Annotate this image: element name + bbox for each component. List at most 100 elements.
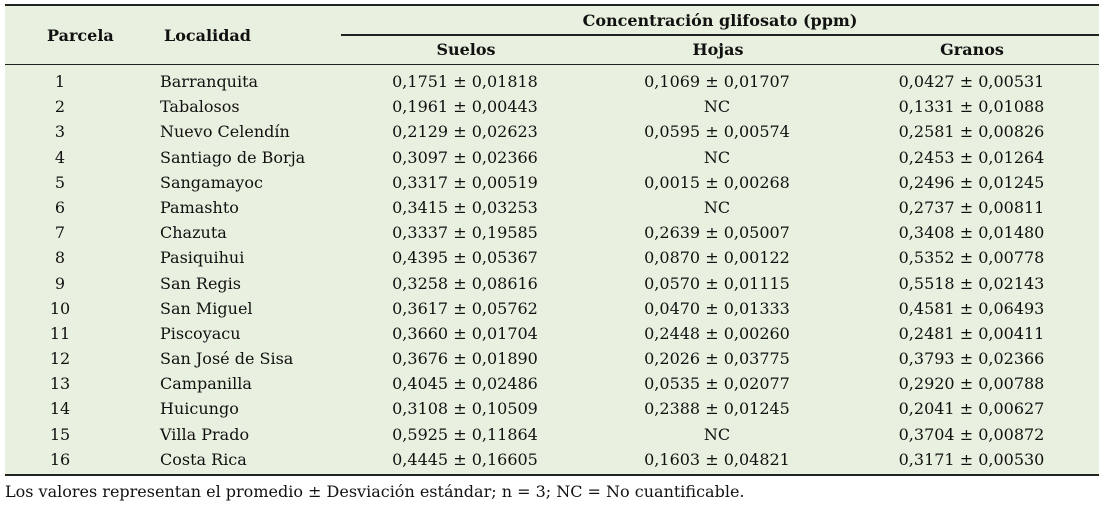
cell-parcela: 3	[54, 122, 66, 142]
cell-hojas: 0,0470 ± 0,01333	[644, 298, 790, 318]
cell-parcela: 5	[54, 172, 66, 192]
cell-suelos: 0,1751 ± 0,01818	[392, 72, 538, 91]
table-row: 4 Santiago de Borja 0,3097 ± 0,02366 NC 0,24…	[5, 145, 1099, 170]
cell-localidad: Tabalosos	[160, 97, 240, 117]
cell-hojas: 0,2388 ± 0,01245	[644, 399, 790, 419]
cell-localidad: Nuevo Celendín	[160, 122, 290, 142]
cell-localidad: San José de Sisa	[160, 349, 294, 369]
cell-suelos: 0,3660 ± 0,01704	[392, 323, 538, 343]
table-row: 2 Tabalosos 0,1961 ± 0,00443 NC 0,1331 ± 0,0…	[5, 94, 1099, 119]
cell-localidad: Sangamayoc	[160, 172, 263, 192]
cell-parcela: 8	[54, 248, 66, 268]
cell-parcela: 4	[54, 147, 66, 167]
cell-parcela: 14	[49, 399, 71, 419]
cell-hojas: NC	[703, 147, 731, 167]
cell-localidad: Barranquita	[160, 72, 259, 91]
cell-granos: 0,3793 ± 0,02366	[898, 349, 1045, 369]
cell-localidad: Piscoyacu	[160, 323, 241, 343]
cell-localidad: Santiago de Borja	[160, 147, 306, 167]
header-granos: Granos	[940, 40, 1004, 59]
table-row: 9 San Regis 0,3258 ± 0,08616 0,0570 ± 0,011…	[5, 271, 1099, 296]
cell-suelos: 0,3258 ± 0,08616	[392, 273, 538, 293]
cell-parcela: 9	[54, 273, 66, 293]
cell-suelos: 0,4045 ± 0,02486	[392, 374, 538, 394]
cell-localidad: Huicungo	[160, 399, 239, 419]
cell-parcela: 6	[54, 197, 66, 217]
cell-localidad: Campanilla	[160, 374, 252, 394]
cell-granos: 0,1331 ± 0,01088	[898, 97, 1045, 117]
cell-suelos: 0,3337 ± 0,19585	[392, 223, 538, 243]
cell-localidad: San Miguel	[160, 298, 253, 318]
table-row: 16 Costa Rica 0,4445 ± 0,16605 0,1603 ± 0,0…	[5, 447, 1099, 472]
table-row: 11 Piscoyacu 0,3660 ± 0,01704 0,2448 ± 0,00…	[5, 321, 1099, 346]
cell-hojas: 0,0870 ± 0,00122	[644, 248, 790, 268]
table-footnote: Los valores representan el promedio ± De…	[5, 482, 745, 501]
cell-hojas: 0,2639 ± 0,05007	[644, 223, 790, 243]
table-row: 10 San Miguel 0,3617 ± 0,05762 0,0470 ± 0,0…	[5, 296, 1099, 321]
cell-granos: 0,2453 ± 0,01264	[898, 147, 1045, 167]
header-concentration-group: Concentración glifosato (ppm)	[582, 11, 858, 30]
cell-suelos: 0,3617 ± 0,05762	[392, 298, 538, 318]
cell-localidad: Pasiquihui	[160, 248, 245, 268]
cell-hojas: 0,1603 ± 0,04821	[644, 449, 790, 469]
cell-granos: 0,3408 ± 0,01480	[898, 223, 1045, 243]
cell-parcela: 7	[54, 223, 66, 243]
cell-hojas: 0,0570 ± 0,01115	[644, 273, 790, 293]
cell-parcela: 13	[49, 374, 71, 394]
cell-suelos: 0,3097 ± 0,02366	[392, 147, 538, 167]
table-row: 13 Campanilla 0,4045 ± 0,02486 0,0535 ± 0,0…	[5, 371, 1099, 396]
cell-hojas: 0,2448 ± 0,00260	[644, 323, 790, 343]
cell-hojas: NC	[703, 197, 731, 217]
cell-parcela: 10	[49, 298, 71, 318]
cell-granos: 0,2581 ± 0,00826	[898, 122, 1045, 142]
cell-hojas: 0,1069 ± 0,01707	[644, 72, 790, 91]
cell-suelos: 0,3317 ± 0,00519	[392, 172, 538, 192]
header-hojas: Hojas	[692, 40, 744, 59]
cell-granos: 0,2041 ± 0,00627	[898, 399, 1045, 419]
header-group-rule	[341, 34, 1099, 36]
cell-parcela: 15	[49, 424, 71, 444]
table-row: 15 Villa Prado 0,5925 ± 0,11864 NC 0,3704 ± …	[5, 422, 1099, 447]
cell-suelos: 0,3108 ± 0,10509	[392, 399, 538, 419]
cell-suelos: 0,5925 ± 0,11864	[392, 424, 538, 444]
cell-parcela: 16	[49, 449, 71, 469]
table-row: 1 Barranquita 0,1751 ± 0,01818 0,1069 ± 0,0…	[5, 69, 1099, 94]
glyphosate-table: Parcela Localidad Concentración glifosat…	[5, 4, 1099, 476]
header-suelos: Suelos	[436, 40, 496, 59]
cell-parcela: 1	[54, 72, 66, 91]
glyphosate-table-figure: Parcela Localidad Concentración glifosat…	[5, 4, 1099, 501]
cell-localidad: Costa Rica	[160, 449, 247, 469]
cell-localidad: Villa Prado	[160, 424, 250, 444]
cell-localidad: Chazuta	[160, 223, 227, 243]
cell-parcela: 2	[54, 97, 66, 117]
cell-hojas: 0,0535 ± 0,02077	[644, 374, 790, 394]
cell-granos: 0,2737 ± 0,00811	[898, 197, 1045, 217]
table-row: 12 San José de Sisa 0,3676 ± 0,01890 0,2026…	[5, 346, 1099, 371]
cell-hojas: 0,0015 ± 0,00268	[644, 172, 790, 192]
cell-localidad: Pamashto	[160, 197, 239, 217]
cell-suelos: 0,3676 ± 0,01890	[392, 349, 538, 369]
table-header: Parcela Localidad Concentración glifosat…	[5, 6, 1099, 64]
cell-hojas: NC	[703, 424, 731, 444]
cell-hojas: 0,0595 ± 0,00574	[644, 122, 790, 142]
table-row: 8 Pasiquihui 0,4395 ± 0,05367 0,0870 ± 0,00…	[5, 245, 1099, 270]
cell-hojas: 0,2026 ± 0,03775	[644, 349, 790, 369]
cell-granos: 0,2481 ± 0,00411	[898, 323, 1045, 343]
cell-granos: 0,0427 ± 0,00531	[898, 72, 1045, 91]
cell-suelos: 0,3415 ± 0,03253	[392, 197, 538, 217]
cell-granos: 0,2920 ± 0,00788	[898, 374, 1045, 394]
cell-localidad: San Regis	[160, 273, 241, 293]
cell-parcela: 11	[49, 323, 71, 343]
table-row: 3 Nuevo Celendín 0,2129 ± 0,02623 0,0595 ± …	[5, 119, 1099, 144]
header-localidad: Localidad	[164, 26, 251, 45]
table-row: 5 Sangamayoc 0,3317 ± 0,00519 0,0015 ± 0,00…	[5, 170, 1099, 195]
cell-granos: 0,3171 ± 0,00530	[898, 449, 1045, 469]
header-parcela: Parcela	[47, 26, 114, 45]
cell-granos: 0,5352 ± 0,00778	[898, 248, 1045, 268]
cell-suelos: 0,4395 ± 0,05367	[392, 248, 538, 268]
cell-granos: 0,2496 ± 0,01245	[898, 172, 1045, 192]
table-row: 7 Chazuta 0,3337 ± 0,19585 0,2639 ± 0,05007…	[5, 220, 1099, 245]
table-body: 1 Barranquita 0,1751 ± 0,01818 0,1069 ± 0,0…	[5, 65, 1099, 474]
table-row: 6 Pamashto 0,3415 ± 0,03253 NC 0,2737 ± 0,00…	[5, 195, 1099, 220]
cell-suelos: 0,4445 ± 0,16605	[392, 449, 538, 469]
